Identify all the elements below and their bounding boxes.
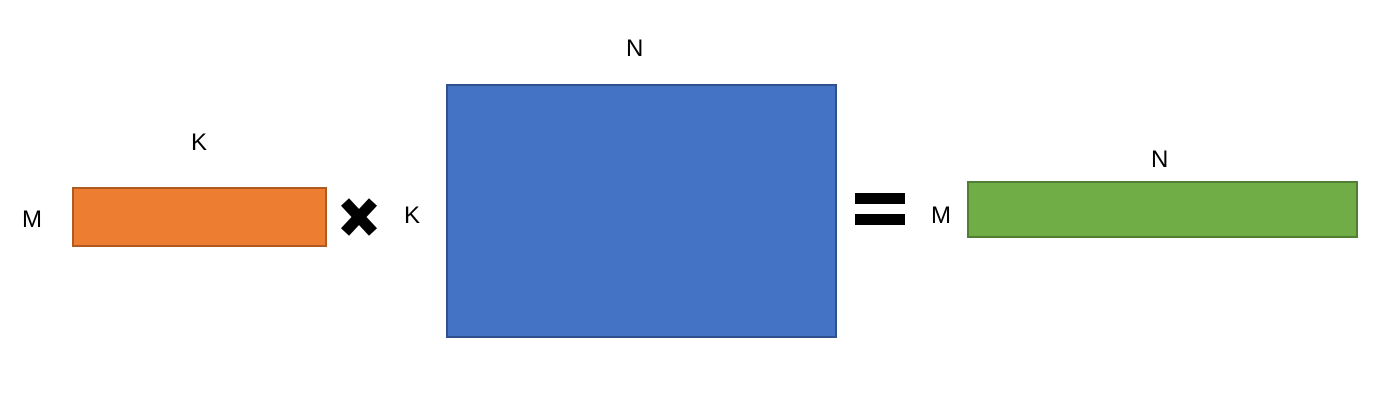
multiply-icon	[340, 198, 378, 236]
matrix-a-col-label: K	[191, 129, 208, 156]
matrix-c-col-label: N	[1151, 146, 1169, 173]
matrix-a	[72, 187, 327, 247]
equals-icon	[855, 193, 905, 225]
matrix-b-row-label: K	[404, 202, 421, 229]
matrix-c-row-label: M	[931, 202, 951, 229]
matrix-b	[446, 84, 837, 338]
matrix-b-col-label: N	[626, 35, 644, 62]
matrix-c	[967, 181, 1358, 238]
matrix-a-row-label: M	[22, 206, 42, 233]
